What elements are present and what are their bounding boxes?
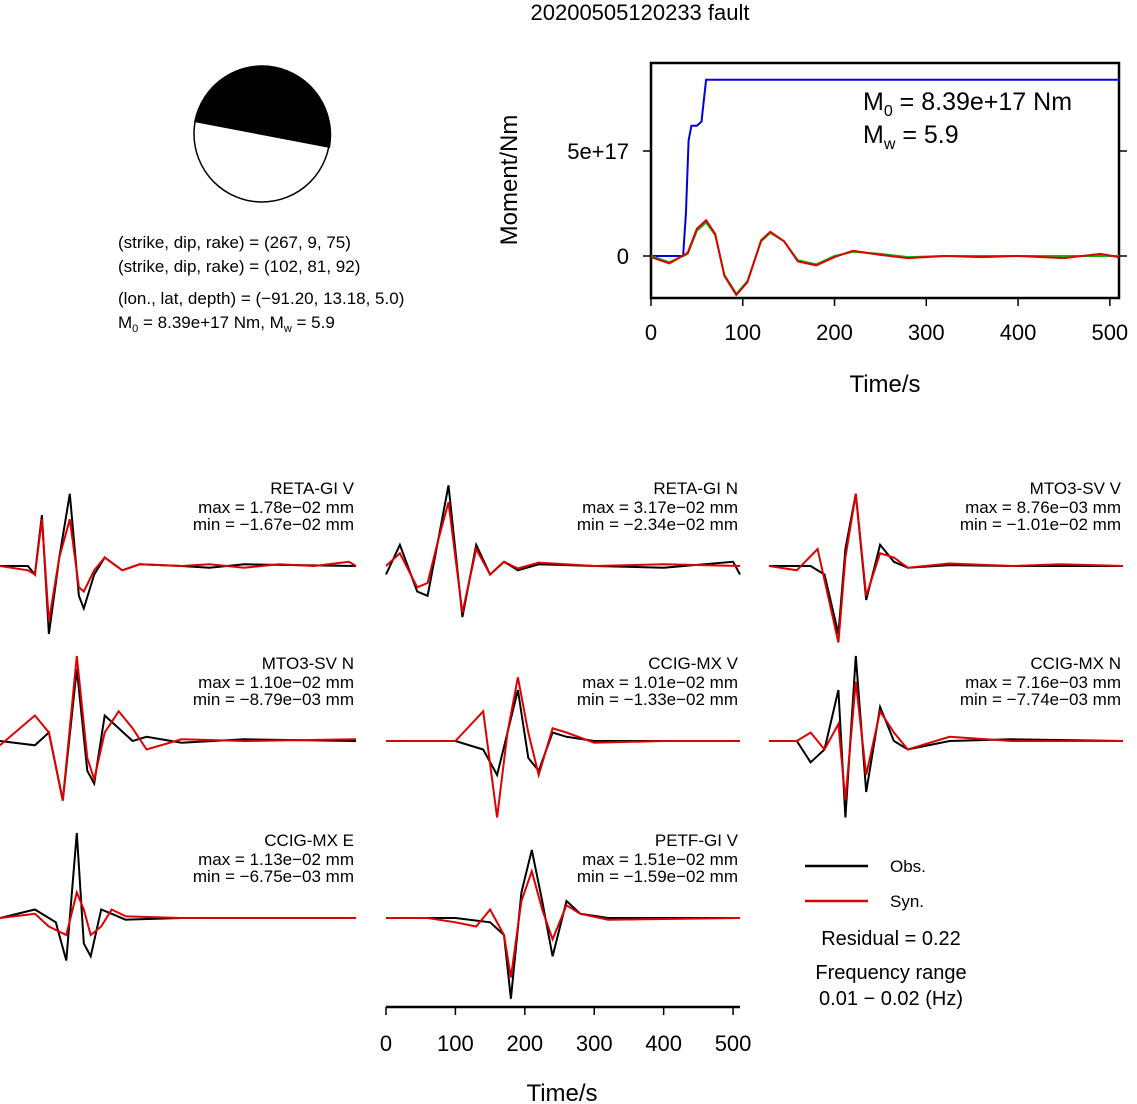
waveform-station-label: PETF-GI V xyxy=(655,831,739,850)
waveform-min-label: min = −1.67e−02 mm xyxy=(193,515,354,534)
waveform-max-label: max = 8.76e−03 mm xyxy=(965,498,1121,517)
residual-text: Residual = 0.22 xyxy=(821,928,961,950)
moment-rate-ytick-label: 5e+17 xyxy=(567,139,629,164)
focal-mechanism-beachball xyxy=(193,65,332,203)
waveform-max-label: max = 1.51e−02 mm xyxy=(582,850,738,869)
waveform-station-label: CCIG-MX V xyxy=(648,654,738,673)
frequency-range-value: 0.01 − 0.02 (Hz) xyxy=(819,988,963,1010)
waveform-max-label: max = 1.78e−02 mm xyxy=(198,498,354,517)
waveform-min-label: min = −1.59e−02 mm xyxy=(577,867,738,886)
mechanism-line-2: (strike, dip, rake) = (102, 81, 92) xyxy=(118,257,360,276)
frequency-range-label: Frequency range xyxy=(815,962,966,984)
waveform-synthetic-trace xyxy=(0,889,356,937)
waveform-max-label: max = 1.01e−02 mm xyxy=(582,673,738,692)
legend-obs-label: Obs. xyxy=(890,857,926,876)
waveform-xtick-label: 0 xyxy=(380,1031,392,1056)
waveform-xtick-label: 200 xyxy=(506,1031,543,1056)
moment-rate-xtick-label: 100 xyxy=(724,320,761,345)
moment-rate-chart: 0 100 200 300 400 500 0 5e+17 Time/s Moment/Nm M0 … xyxy=(496,61,1128,398)
moment-rate-m0-annotation: M0 = 8.39e+17 Nm xyxy=(863,88,1072,120)
waveform-time-axis: 0 100 200 300 400 500 Time/s xyxy=(380,1005,752,1104)
waveform-min-label: min = −7.74e−03 mm xyxy=(960,690,1121,709)
moment-rate-xtick-label: 300 xyxy=(908,320,945,345)
waveform-station-label: CCIG-MX N xyxy=(1030,654,1121,673)
waveform-min-label: min = −1.33e−02 mm xyxy=(577,690,738,709)
waveform-observed-trace xyxy=(386,689,740,778)
moment-rate-xtick-label: 0 xyxy=(645,320,657,345)
waveform-station-label: MTO3-SV V xyxy=(1030,479,1122,498)
moment-summary-line: M0 = 8.39e+17 Nm, Mw = 5.9 xyxy=(118,313,335,335)
waveform-xtick-label: 500 xyxy=(715,1031,752,1056)
waveform-min-label: min = −1.01e−02 mm xyxy=(960,515,1121,534)
waveform-observed-trace xyxy=(385,485,741,618)
beachball-compressional-quadrant xyxy=(194,65,332,148)
moment-rate-ylabel: Moment/Nm xyxy=(496,115,523,246)
waveform-synthetic-trace xyxy=(768,493,1124,643)
moment-rate-xtick-label: 400 xyxy=(1000,320,1037,345)
waveform-synthetic-trace xyxy=(0,655,357,801)
waveform-observed-trace xyxy=(769,493,1123,635)
waveform-station-label: CCIG-MX E xyxy=(264,831,354,850)
waveform-min-label: min = −6.75e−03 mm xyxy=(193,867,354,886)
waveform-synthetic-trace xyxy=(386,867,741,978)
waveform-xlabel: Time/s xyxy=(526,1080,597,1104)
moment-rate-mw-annotation: Mw = 5.9 xyxy=(863,121,959,153)
legend: Obs. Syn. xyxy=(805,857,926,911)
waveform-station-label: RETA-GI N xyxy=(653,479,738,498)
waveform-max-label: max = 7.16e−03 mm xyxy=(965,673,1121,692)
legend-syn-label: Syn. xyxy=(890,892,924,911)
mechanism-line-1: (strike, dip, rake) = (267, 9, 75) xyxy=(118,233,351,252)
waveform-synthetic-trace xyxy=(769,681,1123,801)
waveform-min-label: min = −2.34e−02 mm xyxy=(577,515,738,534)
waveform-station-label: RETA-GI V xyxy=(270,479,354,498)
waveform-xtick-label: 300 xyxy=(576,1031,613,1056)
moment-rate-xtick-label: 500 xyxy=(1091,320,1128,345)
waveform-synthetic-trace xyxy=(0,519,357,622)
waveform-xtick-label: 400 xyxy=(645,1031,682,1056)
waveform-max-label: max = 1.13e−02 mm xyxy=(198,850,354,869)
waveform-synthetic-trace xyxy=(385,502,741,614)
waveform-max-label: max = 3.17e−02 mm xyxy=(582,498,738,517)
moment-rate-series-0 xyxy=(651,78,1119,257)
moment-rate-xtick-label: 200 xyxy=(816,320,853,345)
waveform-xtick-label: 100 xyxy=(437,1031,474,1056)
figure-title: 20200505120233 fault xyxy=(531,0,750,25)
waveform-synthetic-trace xyxy=(386,677,740,818)
waveform-max-label: max = 1.10e−02 mm xyxy=(198,673,354,692)
waveform-min-label: min = −8.79e−03 mm xyxy=(193,690,354,709)
waveform-observed-trace xyxy=(0,832,356,961)
moment-rate-xlabel: Time/s xyxy=(849,371,920,398)
moment-rate-ytick-label: 0 xyxy=(617,244,629,269)
moment-rate-series-2 xyxy=(650,218,1120,297)
location-line: (lon., lat, depth) = (−91.20, 13.18, 5.0… xyxy=(118,289,404,308)
moment-rate-plot-frame xyxy=(649,61,1121,300)
waveform-station-label: MTO3-SV N xyxy=(262,654,354,673)
